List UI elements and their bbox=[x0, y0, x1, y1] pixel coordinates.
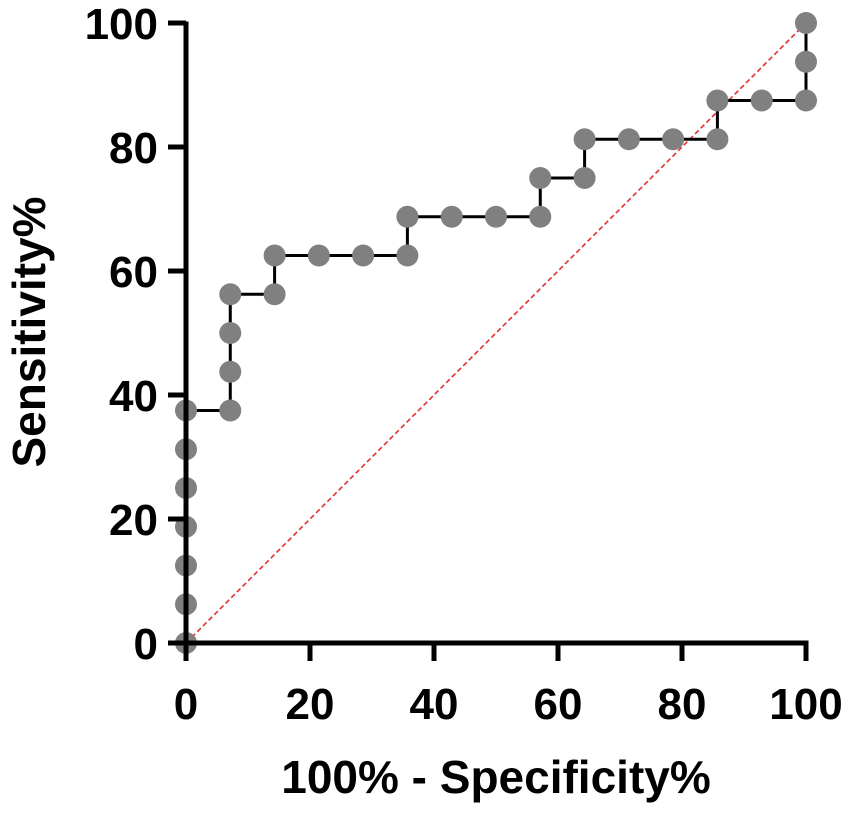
y-tick-label: 20 bbox=[109, 496, 158, 545]
x-tick-label: 100 bbox=[769, 680, 842, 729]
x-axis-title: 100% - Specificity% bbox=[281, 751, 711, 803]
roc-point bbox=[529, 205, 552, 228]
roc-point bbox=[617, 128, 640, 151]
roc-point bbox=[795, 12, 817, 34]
x-tick-label: 80 bbox=[658, 680, 707, 729]
y-tick-label: 60 bbox=[109, 248, 158, 297]
roc-point bbox=[396, 205, 419, 228]
roc-point bbox=[263, 244, 286, 267]
x-tick-label: 20 bbox=[286, 680, 335, 729]
roc-point bbox=[662, 128, 685, 151]
roc-point bbox=[529, 167, 552, 189]
x-tick-label: 0 bbox=[174, 680, 198, 729]
roc-point bbox=[795, 89, 817, 112]
roc-point bbox=[795, 50, 817, 73]
roc-point bbox=[352, 244, 375, 267]
roc-point bbox=[573, 128, 596, 151]
roc-point bbox=[219, 399, 242, 422]
roc-point bbox=[573, 167, 596, 189]
x-tick-label: 40 bbox=[410, 680, 459, 729]
y-tick-label: 40 bbox=[109, 372, 158, 421]
y-tick-label: 100 bbox=[85, 0, 158, 49]
y-tick-label: 80 bbox=[109, 124, 158, 173]
roc-point bbox=[396, 244, 419, 267]
roc-point bbox=[263, 283, 286, 306]
roc-point bbox=[706, 128, 729, 151]
roc-point bbox=[219, 322, 242, 344]
y-tick-label: 0 bbox=[134, 620, 158, 669]
roc-point bbox=[219, 360, 242, 383]
y-axis-title: Sensitivity% bbox=[3, 197, 55, 468]
roc-point bbox=[706, 89, 729, 112]
axes-layer: 0 20 40 60 80 100 0 20 40 60 80 100 bbox=[85, 0, 843, 729]
reference-line-layer bbox=[185, 22, 807, 644]
roc-point bbox=[307, 244, 330, 267]
roc-point bbox=[750, 89, 773, 112]
reference-diagonal-line bbox=[185, 22, 807, 644]
roc-point bbox=[440, 205, 463, 228]
roc-point bbox=[485, 205, 507, 228]
roc-point bbox=[219, 283, 242, 306]
x-tick-label: 60 bbox=[534, 680, 583, 729]
